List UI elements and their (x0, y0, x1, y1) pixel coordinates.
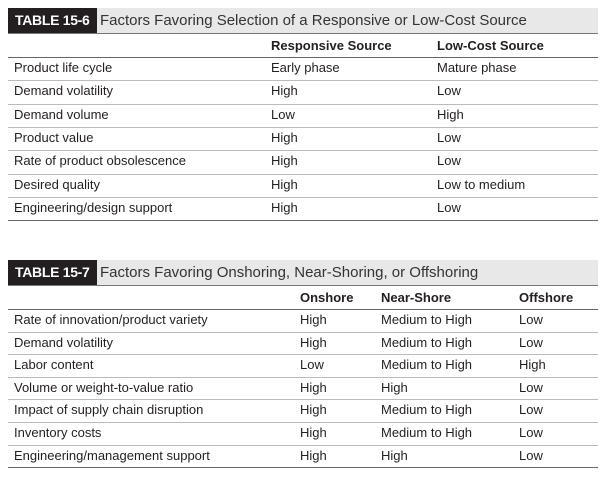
row-label: Product value (14, 129, 94, 145)
cell: High (271, 153, 298, 169)
cell: High (519, 357, 546, 373)
cell: Low (437, 153, 461, 169)
header-rule (8, 309, 598, 310)
cell: Low (519, 402, 543, 418)
cell: Low (437, 129, 461, 145)
cell: High (300, 312, 327, 327)
row-rule (8, 126, 598, 128)
cell: High (300, 425, 327, 440)
table-label: TABLE 15-6 (8, 8, 97, 33)
cell: Early phase (271, 60, 340, 75)
row-rule (8, 80, 598, 82)
table-title: Factors Favoring Selection of a Responsi… (100, 12, 527, 29)
row-rule (8, 150, 598, 152)
row-rule (8, 103, 598, 105)
cell: Medium to High (381, 312, 473, 327)
row-rule (8, 220, 598, 222)
row-label: Engineering/design support (14, 199, 173, 215)
cell: Low (519, 379, 543, 395)
row-label: Demand volatility (14, 334, 113, 350)
row-rule (8, 399, 598, 401)
cell: Low (437, 199, 461, 215)
row-label: Impact of supply chain disruption (14, 402, 204, 418)
cell: Low to medium (437, 176, 526, 192)
table-title: Factors Favoring Onshoring, Near-Shoring… (100, 264, 479, 281)
cell: Low (519, 447, 543, 463)
cell: High (300, 334, 327, 350)
row-rule (8, 354, 598, 356)
cell: Medium to High (381, 402, 473, 418)
column-header: Onshore (300, 290, 354, 305)
cell: Low (519, 312, 543, 327)
cell: High (300, 447, 327, 463)
cell: Low (271, 106, 295, 122)
row-label: Demand volume (14, 106, 109, 122)
row-label: Product life cycle (14, 60, 113, 75)
table-header-band: TABLE 15-6 Factors Favoring Selection of … (8, 8, 598, 34)
row-rule (8, 444, 598, 446)
cell: Low (519, 334, 543, 350)
cell: Medium to High (381, 357, 473, 373)
cell: High (271, 199, 298, 215)
row-rule (8, 173, 598, 175)
cell: Low (519, 425, 543, 440)
cell: High (271, 83, 298, 99)
row-label: Engineering/management support (14, 447, 210, 463)
row-label: Inventory costs (14, 425, 102, 440)
row-rule (8, 376, 598, 378)
row-label: Rate of innovation/product variety (14, 312, 208, 327)
row-rule (8, 196, 598, 198)
cell: Medium to High (381, 425, 473, 440)
cell: High (271, 129, 298, 145)
cell: High (300, 402, 327, 418)
row-rule (8, 467, 598, 469)
cell: High (437, 106, 464, 122)
row-label: Labor content (14, 357, 94, 373)
header-rule (8, 57, 598, 58)
cell: Medium to High (381, 334, 473, 350)
column-header: Responsive Source (271, 38, 392, 53)
cell: Low (300, 357, 324, 373)
cell: High (381, 379, 408, 395)
cell: Low (437, 83, 461, 99)
cell: Mature phase (437, 60, 517, 75)
row-rule (8, 331, 598, 333)
row-label: Demand volatility (14, 83, 113, 99)
column-header: Low-Cost Source (437, 38, 544, 53)
cell: High (381, 447, 408, 463)
row-label: Desired quality (14, 176, 100, 192)
table-label: TABLE 15-7 (8, 260, 97, 285)
cell: High (271, 176, 298, 192)
column-header: Offshore (519, 290, 574, 305)
row-rule (8, 422, 598, 423)
table-header-band: TABLE 15-7 Factors Favoring Onshoring, Ne… (8, 260, 598, 286)
column-header: Near-Shore (381, 290, 452, 305)
cell: High (300, 379, 327, 395)
row-label: Rate of product obsolescence (14, 153, 186, 169)
row-label: Volume or weight-to-value ratio (14, 379, 194, 395)
